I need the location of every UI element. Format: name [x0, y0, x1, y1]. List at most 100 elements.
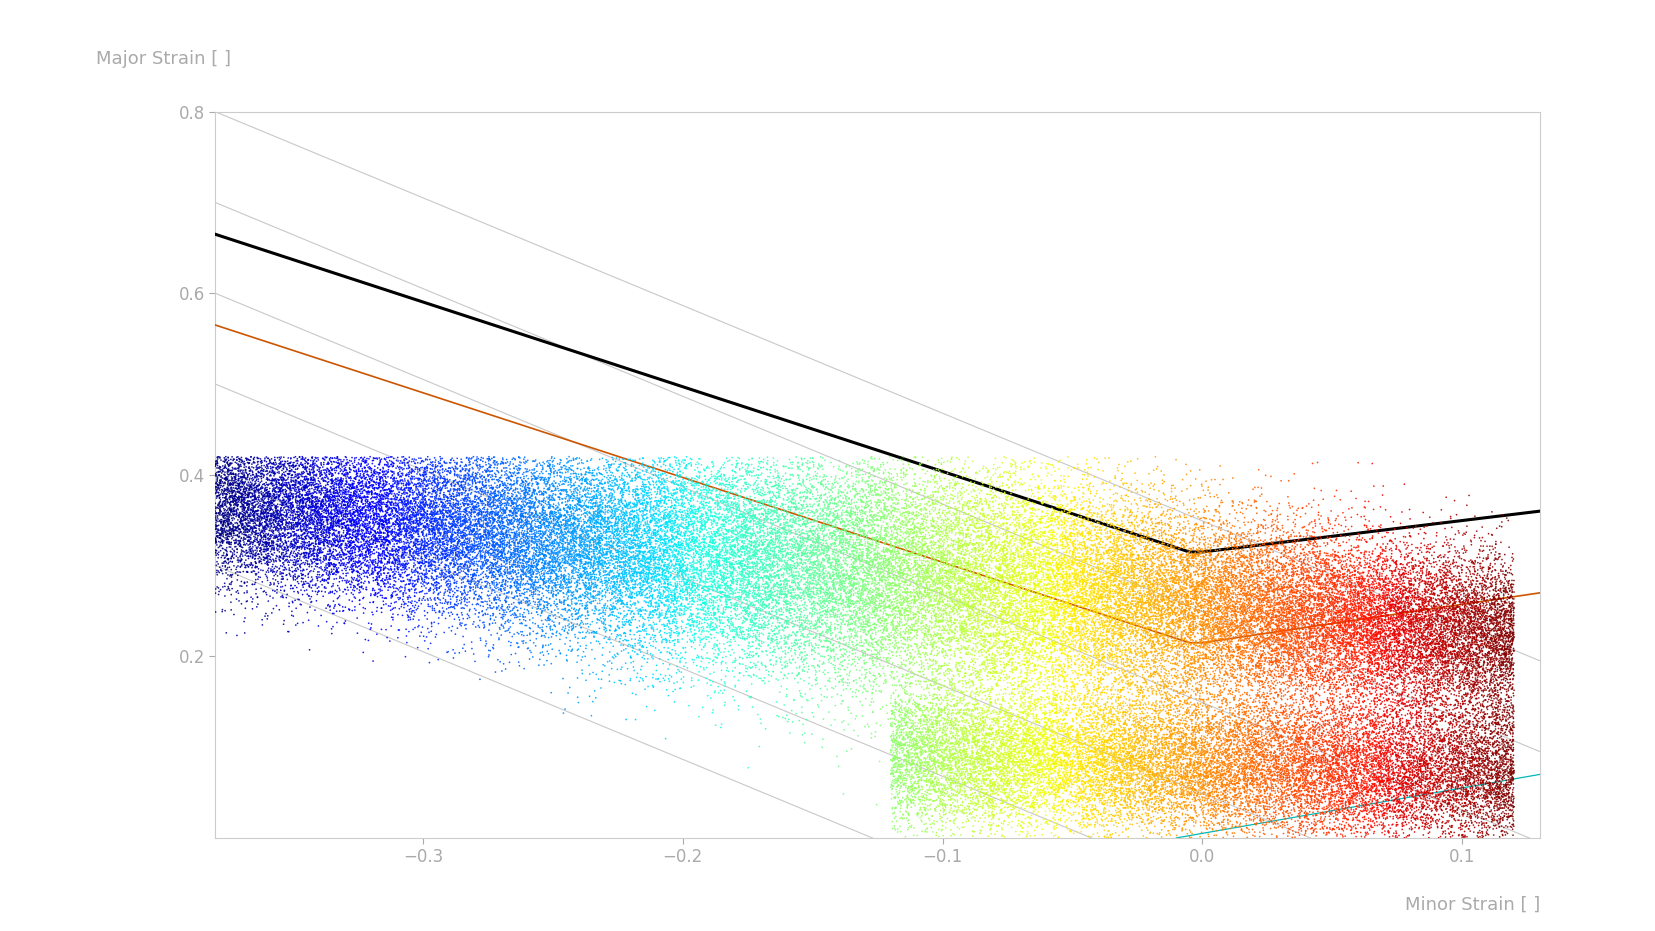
Point	[942, 779, 968, 794]
Point	[1028, 632, 1054, 647]
Point	[922, 484, 948, 499]
Point	[1392, 775, 1418, 789]
Point	[636, 492, 662, 506]
Point	[425, 499, 452, 514]
Point	[1374, 601, 1400, 616]
Point	[1231, 809, 1258, 824]
Point	[1466, 626, 1493, 641]
Point	[1117, 503, 1144, 518]
Point	[1119, 556, 1145, 571]
Point	[1417, 686, 1443, 701]
Point	[604, 559, 631, 573]
Point	[1246, 609, 1273, 624]
Point	[1079, 712, 1106, 727]
Point	[1178, 660, 1205, 675]
Point	[1264, 578, 1291, 593]
Point	[1319, 570, 1346, 585]
Point	[871, 551, 897, 566]
Point	[1437, 758, 1463, 773]
Point	[204, 529, 230, 544]
Point	[1044, 777, 1071, 792]
Point	[1379, 789, 1405, 804]
Point	[1306, 814, 1332, 829]
Point	[1140, 540, 1167, 555]
Point	[697, 521, 723, 536]
Point	[321, 600, 348, 615]
Point	[379, 554, 405, 569]
Point	[278, 522, 305, 537]
Point	[1316, 587, 1342, 602]
Point	[1324, 786, 1350, 801]
Point	[1349, 579, 1375, 594]
Point	[639, 540, 665, 555]
Point	[1385, 792, 1412, 807]
Point	[252, 520, 278, 535]
Point	[386, 469, 412, 484]
Point	[371, 514, 397, 529]
Point	[1038, 661, 1064, 676]
Point	[882, 575, 909, 590]
Point	[583, 504, 609, 519]
Point	[1208, 767, 1235, 782]
Point	[1041, 753, 1067, 768]
Point	[374, 537, 401, 552]
Point	[1307, 726, 1334, 741]
Point	[771, 635, 798, 650]
Point	[607, 606, 634, 621]
Point	[1342, 777, 1369, 792]
Point	[424, 541, 450, 556]
Point	[1418, 761, 1445, 776]
Point	[1152, 677, 1178, 692]
Point	[746, 587, 773, 602]
Point	[856, 559, 882, 573]
Point	[367, 525, 394, 540]
Point	[252, 544, 278, 559]
Point	[1269, 600, 1296, 615]
Point	[1254, 713, 1281, 728]
Point	[1218, 622, 1245, 637]
Point	[589, 528, 616, 543]
Point	[932, 524, 958, 539]
Point	[444, 621, 470, 636]
Point	[1205, 570, 1231, 585]
Point	[1256, 602, 1283, 617]
Point	[879, 655, 905, 670]
Point	[1139, 639, 1165, 654]
Point	[804, 658, 831, 673]
Point	[1059, 554, 1086, 569]
Point	[606, 584, 632, 599]
Point	[1465, 600, 1491, 615]
Point	[1478, 593, 1504, 608]
Point	[685, 588, 712, 603]
Point	[1120, 718, 1147, 733]
Point	[1395, 627, 1422, 641]
Point	[1013, 724, 1039, 739]
Point	[554, 475, 581, 490]
Point	[1188, 593, 1215, 608]
Point	[1486, 610, 1513, 625]
Point	[1230, 563, 1256, 578]
Point	[1210, 657, 1236, 672]
Point	[1101, 715, 1127, 730]
Point	[1054, 703, 1081, 718]
Point	[1197, 766, 1223, 781]
Point	[1412, 568, 1438, 583]
Point	[907, 753, 933, 768]
Point	[508, 535, 535, 550]
Point	[978, 475, 1005, 490]
Point	[1276, 642, 1302, 657]
Point	[1450, 641, 1476, 655]
Point	[1331, 639, 1357, 654]
Point	[1102, 791, 1129, 806]
Point	[581, 499, 607, 514]
Point	[452, 532, 478, 546]
Point	[925, 693, 952, 708]
Point	[213, 532, 240, 546]
Point	[1046, 589, 1072, 604]
Point	[880, 629, 907, 644]
Point	[1175, 742, 1202, 757]
Point	[1246, 560, 1273, 574]
Point	[1112, 533, 1139, 547]
Point	[914, 712, 940, 727]
Point	[253, 569, 280, 584]
